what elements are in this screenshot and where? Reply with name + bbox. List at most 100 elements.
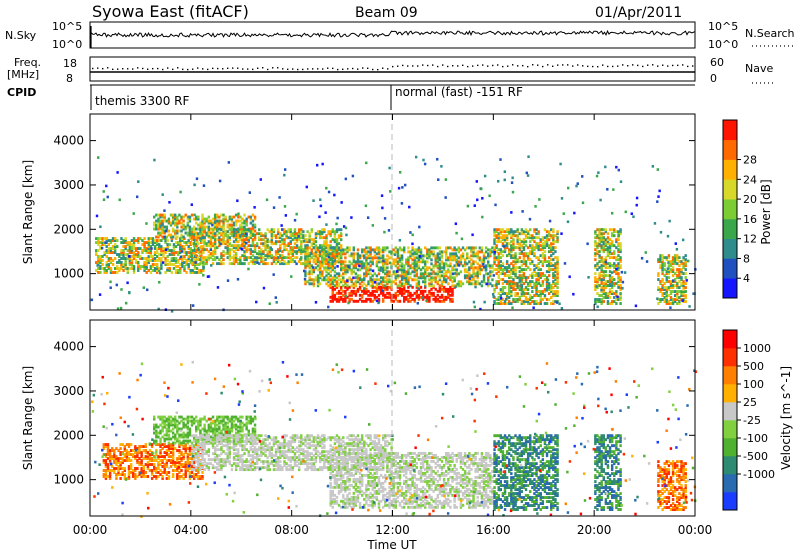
echo-cell bbox=[99, 225, 102, 229]
echo-cell bbox=[405, 295, 408, 299]
echo-cell bbox=[617, 254, 620, 258]
echo-cell bbox=[430, 252, 433, 256]
echo-cell bbox=[482, 276, 486, 280]
echo-cell bbox=[418, 254, 422, 258]
echo-cell bbox=[180, 453, 183, 456]
echo-cell bbox=[466, 204, 470, 208]
echo-cell bbox=[547, 286, 551, 290]
echo-cell bbox=[266, 244, 269, 248]
echo-cell bbox=[272, 260, 276, 264]
echo-cell bbox=[595, 174, 599, 178]
echo-cell bbox=[132, 475, 135, 478]
echo-cell bbox=[163, 415, 166, 419]
echo-cell bbox=[285, 244, 288, 248]
echo-cell bbox=[201, 219, 204, 223]
echo-cell bbox=[602, 300, 605, 303]
echo-cell bbox=[451, 252, 454, 256]
echo-cell bbox=[369, 250, 372, 254]
echo-cell bbox=[234, 213, 238, 217]
echo-cell bbox=[449, 258, 452, 262]
echo-cell bbox=[516, 294, 519, 297]
echo-cell bbox=[678, 260, 681, 264]
echo-cell bbox=[552, 236, 555, 240]
echo-cell bbox=[121, 459, 124, 462]
echo-cell bbox=[493, 252, 496, 256]
nave-dot bbox=[482, 64, 484, 66]
echo-cell bbox=[300, 232, 303, 236]
echo-cell bbox=[137, 251, 140, 254]
echo-cell bbox=[113, 257, 117, 260]
echo-cell bbox=[499, 266, 503, 270]
echo-cell bbox=[619, 250, 622, 254]
echo-cell bbox=[300, 248, 303, 252]
echo-cell bbox=[201, 217, 204, 221]
echo-cell bbox=[610, 292, 614, 296]
echo-cell bbox=[474, 285, 477, 289]
echo-cell bbox=[510, 228, 513, 232]
echo-cell bbox=[400, 202, 404, 205]
echo-cell bbox=[482, 262, 485, 266]
echo-cell bbox=[413, 258, 416, 262]
echo-cell bbox=[161, 427, 164, 431]
echo-cell bbox=[508, 248, 511, 252]
echo-cell bbox=[258, 256, 261, 260]
echo-cell bbox=[323, 228, 326, 232]
echo-cell bbox=[161, 471, 164, 474]
echo-cell bbox=[442, 297, 446, 301]
echo-cell bbox=[547, 246, 551, 250]
echo-cell bbox=[436, 258, 440, 262]
echo-cell bbox=[308, 278, 311, 282]
nave-dot bbox=[322, 68, 324, 70]
echo-cell bbox=[327, 280, 330, 284]
echo-cell bbox=[667, 270, 671, 274]
echo-cell bbox=[545, 234, 549, 238]
echo-cell bbox=[518, 232, 521, 236]
echo-cell bbox=[241, 242, 244, 246]
echo-cell bbox=[528, 217, 532, 221]
echo-cell bbox=[144, 449, 148, 453]
echo-cell bbox=[336, 265, 339, 268]
echo-cell bbox=[226, 250, 229, 254]
echo-cell bbox=[525, 171, 528, 175]
echo-cell bbox=[409, 291, 412, 295]
echo-cell bbox=[314, 260, 318, 264]
echo-cell bbox=[541, 262, 545, 266]
echo-cell bbox=[495, 234, 498, 238]
echo-cell bbox=[186, 457, 190, 460]
echo-cell bbox=[337, 289, 341, 293]
echo-cell bbox=[222, 250, 225, 254]
echo-cell bbox=[220, 213, 223, 217]
echo-cell bbox=[243, 246, 246, 250]
echo-cell bbox=[510, 234, 513, 238]
echo-cell bbox=[179, 267, 182, 270]
echo-cell bbox=[369, 280, 372, 284]
echo-cell bbox=[407, 299, 410, 303]
nave-dot bbox=[382, 67, 384, 69]
echo-cell bbox=[251, 250, 255, 254]
echo-cell bbox=[226, 242, 229, 246]
echo-cell bbox=[381, 256, 385, 260]
echo-cell bbox=[487, 272, 490, 276]
echo-cell bbox=[195, 250, 198, 254]
echo-cell bbox=[97, 267, 100, 270]
echo-cell bbox=[606, 248, 610, 252]
echo-cell bbox=[330, 258, 334, 261]
echo-cell bbox=[155, 467, 158, 470]
echo-cell bbox=[356, 258, 360, 262]
echo-cell bbox=[556, 276, 559, 280]
echo-cell bbox=[258, 252, 261, 256]
echo-cell bbox=[97, 261, 100, 264]
echo-cell bbox=[657, 272, 660, 276]
echo-cell bbox=[141, 249, 144, 252]
echo-cell bbox=[143, 257, 146, 260]
echo-cell bbox=[237, 244, 240, 248]
echo-cell bbox=[158, 269, 161, 272]
echo-cell bbox=[442, 287, 446, 291]
echo-cell bbox=[157, 455, 160, 458]
echo-cell bbox=[457, 272, 461, 276]
echo-cell bbox=[192, 260, 196, 264]
echo-cell bbox=[484, 266, 488, 270]
echo-cell bbox=[472, 254, 475, 258]
echo-cell bbox=[669, 284, 673, 288]
echo-cell bbox=[550, 258, 553, 262]
